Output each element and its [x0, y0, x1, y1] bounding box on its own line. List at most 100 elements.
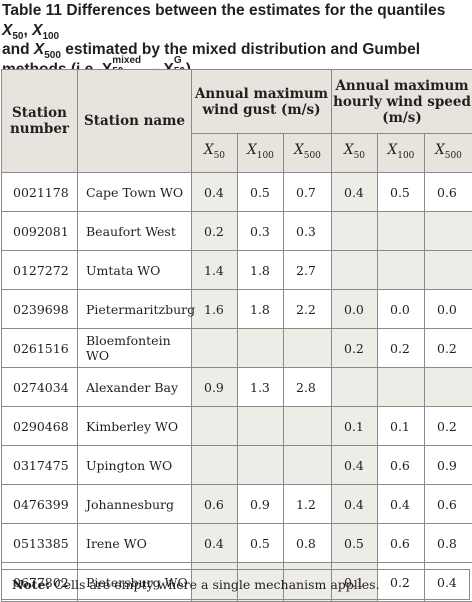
cell-hourly-x100: 0.6 [377, 445, 425, 485]
cell-hourly-x100: 0.2 [377, 562, 425, 602]
cell-hourly-x50: 0.1 [331, 406, 378, 446]
cell-station-name: Bloemfontein WO [77, 328, 192, 368]
header-hourly-x500: X500 [423, 133, 472, 173]
cell-hourly-x50: 0.0 [331, 289, 378, 329]
cell-gust-x500: 2.7 [283, 250, 332, 290]
table-row: 0274034 Alexander Bay 0.9 1.3 2.8 [1, 367, 472, 407]
header-x: X [203, 142, 214, 158]
cell-hourly-x500: 0.2 [423, 328, 472, 368]
caption-sub100: 100 [42, 30, 60, 42]
caption-and: and [2, 41, 30, 58]
cell-gust-x100: 1.8 [237, 289, 284, 329]
caption-x100: X [32, 21, 43, 39]
cell-hourly-x500: 0.0 [423, 289, 472, 329]
cell-hourly-x50: 0.4 [331, 445, 378, 485]
cell-hourly-x500: 0.9 [423, 445, 472, 485]
cell-station-number: 0513385 [1, 523, 78, 563]
caption-x50: X [2, 21, 13, 39]
cell-hourly-x100 [377, 250, 425, 290]
header-gust-x100: X100 [237, 133, 284, 173]
table-row: 0239698 Pietermaritzburg 1.6 1.8 2.2 0.0 0.0 0.… [1, 289, 472, 329]
cell-gust-x50: 0.6 [191, 484, 238, 524]
cell-station-number: 0274034 [1, 367, 78, 407]
cell-gust-x50 [191, 562, 238, 602]
header-station-name: Station name [77, 69, 192, 173]
cell-gust-x500: 0.8 [283, 523, 332, 563]
caption-comma: , [23, 21, 28, 39]
cell-station-number: 0092081 [1, 211, 78, 251]
caption-g: G [173, 54, 182, 66]
table-row: 0021178 Cape Town WO 0.4 0.5 0.7 0.4 0.5 0.6 [1, 172, 472, 212]
header-gust-x500: X500 [283, 133, 332, 173]
header-gust-x50: X50 [191, 133, 238, 173]
header-station-number: Station number [1, 69, 78, 173]
cell-gust-x50 [191, 328, 238, 368]
cell-gust-x50: 0.2 [191, 211, 238, 251]
caption-mixed: mixed [112, 54, 142, 66]
cell-station-name: Pietersburg WO [77, 562, 192, 602]
cell-gust-x50: 0.4 [191, 172, 238, 212]
header-hourly-wind: Annual maximum hourly wind speed (m/s) [330, 69, 472, 134]
cell-station-name: Kimberley WO [77, 406, 192, 446]
cell-hourly-x100 [377, 367, 425, 407]
cell-hourly-x100: 0.6 [377, 523, 425, 563]
cell-gust-x50: 1.4 [191, 250, 238, 290]
cell-station-name: Pietermaritzburg [77, 289, 195, 329]
header-sub: 500 [303, 151, 321, 161]
cell-station-number: 0261516 [1, 328, 78, 368]
cell-gust-x100: 1.3 [237, 367, 284, 407]
header-sub: 50 [213, 151, 226, 161]
cell-station-number: 0290468 [1, 406, 78, 446]
cell-hourly-x50 [331, 211, 378, 251]
cell-gust-x500: 0.7 [283, 172, 332, 212]
cell-station-name: Upington WO [77, 445, 192, 485]
cell-gust-x50 [191, 445, 238, 485]
cell-hourly-x500 [423, 250, 472, 290]
header-hourly-x100: X100 [377, 133, 425, 173]
header-hourly-x50: X50 [331, 133, 378, 173]
cell-gust-x100 [237, 406, 284, 446]
table-row: 0677802 Pietersburg WO 0.1 0.2 0.4 [1, 562, 472, 602]
header-x: X [343, 142, 354, 158]
caption-x500: X [33, 41, 45, 58]
cell-gust-x100 [237, 328, 284, 368]
cell-hourly-x500: 0.6 [423, 484, 472, 524]
header-x: X [435, 142, 445, 158]
cell-gust-x50 [191, 406, 238, 446]
cell-station-number: 0677802 [1, 562, 78, 602]
table-row: 0317475 Upington WO 0.4 0.6 0.9 [1, 445, 472, 485]
cell-gust-x100: 0.9 [237, 484, 284, 524]
cell-hourly-x500: 0.4 [423, 562, 472, 602]
table-caption: Table 11 Differences between the estimat… [2, 1, 470, 79]
header-sub: 50 [353, 151, 366, 161]
table-label: Table 11 [2, 2, 63, 19]
cell-gust-x50: 0.9 [191, 367, 238, 407]
cell-station-number: 0239698 [1, 289, 78, 329]
cell-station-name: Alexander Bay [77, 367, 192, 407]
header-sub: 500 [444, 151, 462, 161]
header-x: X [387, 142, 398, 158]
table-row: 0513385 Irene WO 0.4 0.5 0.8 0.5 0.6 0.8 [1, 523, 472, 563]
table-note: Note: Cells are empty where a single mec… [1, 569, 470, 600]
cell-station-name: Beaufort West [77, 211, 192, 251]
header-sub: 100 [256, 151, 274, 161]
cell-hourly-x100: 0.0 [377, 289, 425, 329]
cell-hourly-x50: 0.2 [331, 328, 378, 368]
table-row: 0127272 Umtata WO 1.4 1.8 2.7 [1, 250, 472, 290]
cell-station-number: 0127272 [1, 250, 78, 290]
cell-gust-x500: 0.3 [283, 211, 332, 251]
note-label: Note: [12, 577, 51, 592]
cell-station-name: Irene WO [77, 523, 192, 563]
cell-station-name: Johannesburg [77, 484, 192, 524]
cell-hourly-x500: 0.2 [423, 406, 472, 446]
caption-sub50: 50 [12, 30, 24, 42]
header-x: X [294, 142, 304, 158]
cell-gust-x100: 1.8 [237, 250, 284, 290]
note-text: Cells are empty where a single mechanism… [50, 577, 380, 592]
table-row: 0290468 Kimberley WO 0.1 0.1 0.2 [1, 406, 472, 446]
cell-hourly-x100: 0.5 [377, 172, 425, 212]
cell-station-number: 0317475 [1, 445, 78, 485]
caption-sub500: 500 [44, 50, 61, 61]
cell-hourly-x100: 0.2 [377, 328, 425, 368]
cell-hourly-x50 [331, 367, 378, 407]
